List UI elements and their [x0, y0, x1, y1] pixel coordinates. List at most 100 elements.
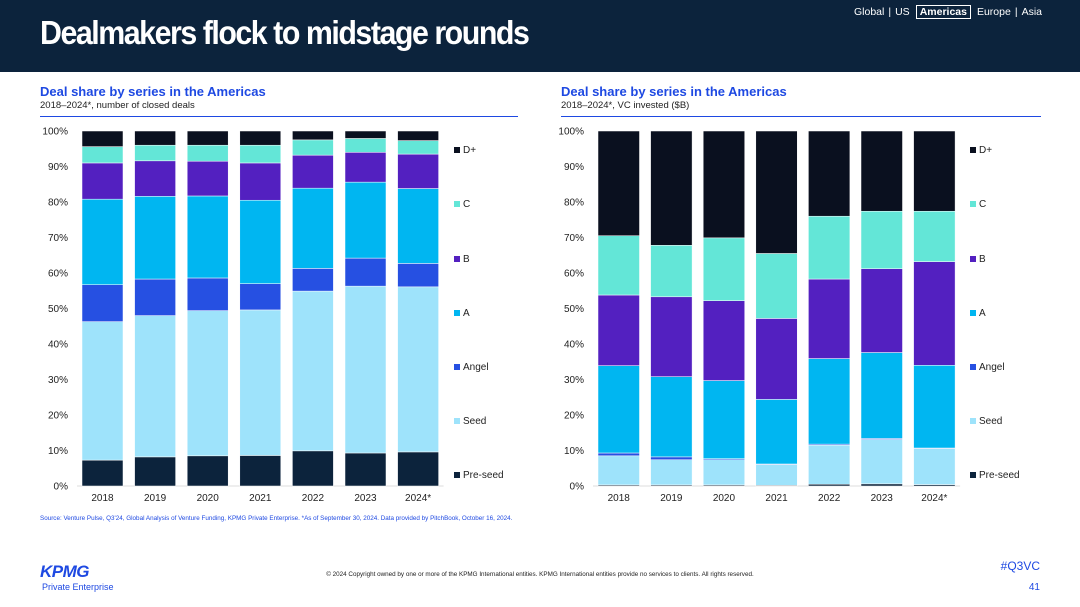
bar-segment-seed-2020	[702, 459, 745, 486]
x-tick-label: 2021	[249, 493, 272, 504]
region-nav: Global | US Americas Europe | Asia	[854, 5, 1042, 19]
left-chart-rule	[40, 116, 518, 117]
right-chart-subtitle: 2018–2024*, VC invested ($B)	[561, 100, 690, 111]
legend-swatch-seed	[454, 418, 460, 424]
legend-swatch-a	[454, 310, 460, 316]
bar-segment-pre-seed-2022	[292, 450, 334, 487]
bar-segment-c-2020	[702, 237, 745, 301]
bar-segment-seed-2021	[239, 309, 282, 456]
x-tick-label: 2020	[197, 493, 220, 504]
bar-segment-seed-2024	[397, 286, 439, 453]
bar-segment-angel-2021	[239, 283, 282, 311]
region-tab-americas[interactable]: Americas	[915, 5, 971, 19]
legend-label-d: D+	[463, 145, 476, 156]
y-tick-label: 100%	[42, 127, 68, 138]
header-banner: Dealmakers flock to midstage rounds Glob…	[0, 0, 1080, 72]
x-tick-label: 2023	[871, 493, 894, 504]
legend-label-b: B	[463, 254, 470, 265]
bar-segment-seed-2018	[81, 321, 124, 461]
bar-segment-c-2023	[860, 210, 903, 269]
x-tick-label: 2019	[144, 493, 167, 504]
bar-segment-d-2019	[650, 130, 693, 246]
bar-segment-d-2023	[344, 130, 387, 139]
bar-segment-d-2019	[134, 130, 176, 146]
x-tick-label: 2018	[608, 493, 631, 504]
page-number: 41	[1028, 582, 1040, 593]
page-title: Dealmakers flock to midstage rounds	[40, 14, 530, 51]
bar-segment-a-2022	[808, 358, 851, 445]
bar-segment-a-2023	[344, 181, 387, 259]
y-tick-label: 50%	[564, 304, 584, 315]
y-tick-label: 60%	[564, 269, 584, 280]
bar-segment-d-2018	[597, 130, 640, 236]
bar-segment-b-2023	[860, 268, 903, 353]
x-tick-label: 2024*	[921, 493, 947, 504]
legend-label-c: C	[463, 199, 470, 210]
bar-segment-b-2020	[186, 160, 229, 197]
region-tab-global[interactable]: Global	[854, 6, 885, 18]
bar-segment-b-2022	[808, 278, 851, 359]
y-tick-label: 20%	[564, 411, 584, 422]
y-tick-label: 60%	[48, 269, 68, 280]
x-tick-label: 2019	[660, 493, 683, 504]
y-tick-label: 30%	[48, 375, 68, 386]
bar-segment-pre-seed-2019	[134, 456, 176, 487]
right-chart-title: Deal share by series in the Americas	[561, 84, 787, 99]
legend-label-seed: Seed	[463, 416, 486, 427]
legend-label-b: B	[979, 254, 986, 265]
bar-segment-d-2021	[239, 130, 282, 146]
copyright-text: © 2024 Copyright owned by one or more of…	[326, 571, 754, 578]
left-chart-subtitle: 2018–2024*, number of closed deals	[40, 100, 195, 111]
legend-swatch-angel	[454, 364, 460, 370]
bar-segment-d-2024	[397, 130, 439, 141]
legend-label-d: D+	[979, 145, 992, 156]
legend-swatch-a	[970, 310, 976, 316]
y-tick-label: 50%	[48, 304, 68, 315]
legend-label-seed: Seed	[979, 416, 1002, 427]
y-tick-label: 90%	[564, 162, 584, 173]
region-tab-europe[interactable]: Europe	[976, 6, 1011, 18]
bar-segment-d-2024	[913, 130, 956, 212]
bar-segment-d-2018	[81, 130, 124, 147]
region-tab-us[interactable]: US	[895, 6, 910, 18]
bar-segment-c-2021	[755, 253, 798, 319]
region-tab-asia[interactable]: Asia	[1021, 6, 1042, 18]
bar-segment-seed-2019	[650, 459, 693, 486]
bar-segment-angel-2019	[650, 456, 693, 460]
hashtag: #Q3VC	[1000, 559, 1040, 573]
x-tick-label: 2018	[91, 493, 114, 504]
legend-swatch-pre-seed	[970, 472, 976, 478]
bar-segment-pre-seed-2022	[808, 483, 851, 487]
legend-swatch-seed	[970, 418, 976, 424]
bar-segment-a-2024	[913, 365, 956, 449]
bar-segment-seed-2019	[134, 315, 176, 458]
bar-segment-seed-2022	[292, 290, 334, 452]
right-chart-rule	[561, 116, 1041, 117]
left-chart-title: Deal share by series in the Americas	[40, 84, 266, 99]
bar-segment-angel-2019	[134, 278, 176, 316]
y-tick-label: 70%	[48, 233, 68, 244]
x-tick-label: 2020	[713, 493, 736, 504]
legend-swatch-c	[454, 201, 460, 207]
bar-segment-b-2023	[344, 152, 387, 183]
y-tick-label: 80%	[48, 198, 68, 209]
kpmg-logo-subtitle: Private Enterprise	[42, 582, 114, 592]
bar-segment-c-2019	[650, 245, 693, 298]
legend-swatch-angel	[970, 364, 976, 370]
bar-segment-seed-2022	[808, 444, 851, 485]
bar-segment-seed-2023	[860, 439, 903, 485]
bar-segment-angel-2018	[81, 284, 124, 322]
bar-segment-a-2022	[292, 187, 334, 269]
bar-segment-a-2021	[755, 399, 798, 465]
bar-segment-c-2018	[597, 235, 640, 296]
legend-label-angel: Angel	[979, 362, 1005, 373]
x-tick-label: 2022	[818, 493, 841, 504]
bar-segment-seed-2018	[597, 455, 640, 486]
bar-segment-b-2024	[397, 153, 439, 189]
bar-segment-angel-2018	[597, 452, 640, 457]
x-tick-label: 2022	[302, 493, 325, 504]
legend-label-pre-seed: Pre-seed	[463, 470, 504, 481]
legend-swatch-c	[970, 201, 976, 207]
